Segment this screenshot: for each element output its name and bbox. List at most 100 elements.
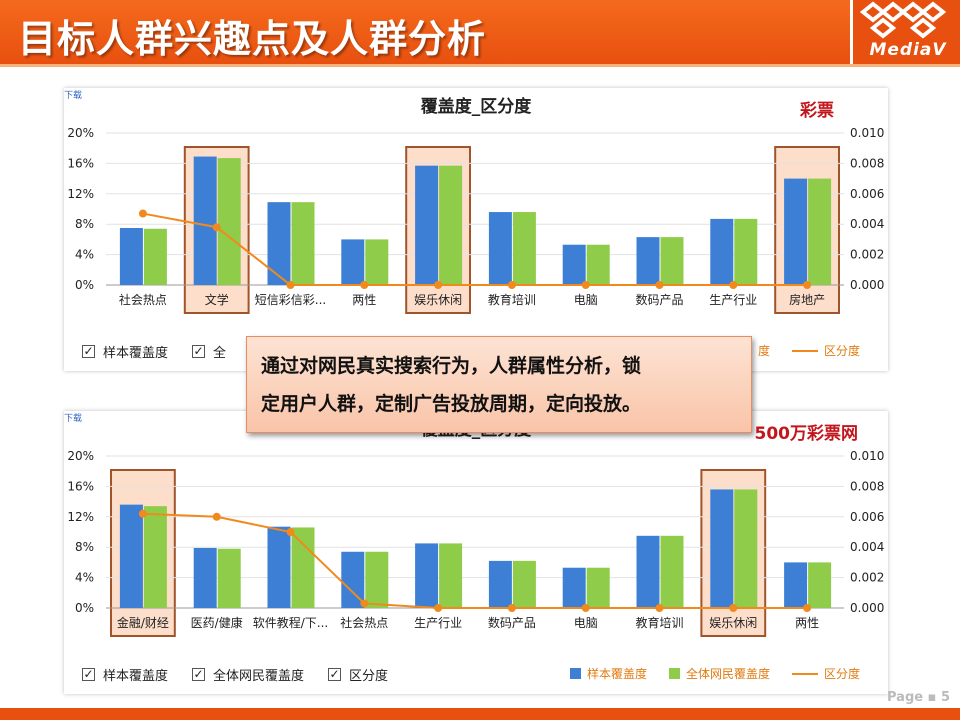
chart-panel-1: 0% 4% 8% 12% 16% 20% 0.000 0.002 0.004 0.006 0.008…	[64, 88, 888, 371]
bar	[784, 562, 808, 608]
line-swatch-icon	[791, 349, 818, 352]
bar	[512, 560, 536, 608]
mediav-logo: MediaV	[850, 0, 960, 64]
distinction-line	[142, 512, 808, 609]
bar	[415, 543, 439, 608]
bar	[291, 202, 315, 285]
bar	[562, 567, 586, 608]
bar	[119, 228, 143, 285]
callout-line-1: 通过对网民真实搜索行为，人群属性分析，锁	[261, 355, 642, 377]
x-tick-label: 文学	[205, 292, 229, 307]
y-left-tick-label: 16%	[67, 156, 94, 170]
x-tick-label: 教育培训	[635, 615, 683, 630]
y-left-tick-label: 20%	[67, 126, 94, 140]
footer-bar	[0, 708, 960, 720]
y-right-tick-label: 0.010	[850, 126, 884, 140]
bar	[365, 239, 389, 285]
y-right-tick-label: 0.006	[850, 187, 884, 201]
checkbox-icon[interactable]: ✓	[82, 667, 95, 681]
legend-color-item: 度	[758, 342, 770, 359]
x-tick-label: 短信彩信彩...	[255, 293, 326, 307]
line-point	[286, 528, 295, 536]
page-title: 目标人群兴趣点及人群分析	[18, 17, 487, 61]
y-left-tick-label: 0%	[75, 278, 94, 292]
legend-label: 区分度	[823, 344, 860, 358]
chart-1-title: 覆盖度_区分度	[420, 97, 532, 117]
bar	[291, 527, 315, 608]
legend-checkbox-item[interactable]: ✓ 样本覆盖度	[82, 342, 168, 361]
download-link[interactable]: 下载	[64, 91, 83, 101]
legend-color-item: 区分度	[791, 665, 860, 682]
bar	[488, 560, 512, 608]
y-right-tick-label: 0.004	[850, 540, 884, 554]
bar	[784, 178, 808, 285]
y-right-tick-label: 0.002	[850, 571, 884, 585]
x-tick-label: 生产行业	[414, 616, 462, 630]
callout-line-2: 定用户人群，定制广告投放周期，定向投放。	[261, 393, 642, 415]
bar	[439, 165, 463, 285]
checkbox-icon[interactable]: ✓	[328, 667, 342, 681]
legend-label: 度	[757, 344, 770, 358]
x-tick-label: 娱乐休闲	[709, 616, 757, 630]
page-value: 5	[940, 690, 950, 705]
bar	[341, 239, 365, 285]
line-point	[212, 223, 221, 232]
download-link[interactable]: 下载	[64, 414, 83, 424]
y-right-tick-label: 0.002	[850, 248, 884, 262]
legend-label: 区分度	[349, 669, 389, 684]
bar	[586, 244, 610, 285]
bar	[267, 526, 291, 608]
legend-checkbox-item[interactable]: ✓ 样本覆盖度	[82, 665, 168, 684]
checkbox-icon[interactable]: ✓	[82, 344, 95, 358]
bar	[636, 535, 660, 608]
y-right-tick-label: 0.008	[850, 156, 884, 170]
bar	[193, 547, 217, 608]
legend-label: 样本覆盖度	[103, 669, 169, 684]
legend-label: 全体网民覆盖度	[213, 669, 305, 684]
chart-1-color-legend: 度 区分度	[758, 342, 860, 359]
x-tick-label: 社会热点	[119, 292, 167, 307]
x-tick-label: 电脑	[574, 293, 598, 307]
x-tick-label: 数码产品	[635, 292, 683, 307]
bar	[734, 218, 758, 285]
line-point	[138, 209, 147, 218]
legend-label: 样本覆盖度	[586, 667, 647, 681]
bar	[341, 551, 365, 608]
legend-label: 区分度	[823, 667, 860, 681]
legend-checkbox-item[interactable]: ✓ 全体网民覆盖度	[192, 665, 304, 684]
y-left-tick-label: 0%	[75, 601, 94, 615]
bar	[636, 237, 660, 285]
chart-1-tag: 彩票	[800, 101, 834, 121]
x-tick-label: 软件教程/下...	[253, 615, 329, 630]
x-tick-label: 金融/财经	[117, 615, 169, 630]
bar	[586, 567, 610, 608]
page-number: Page ▪ 5	[887, 690, 950, 705]
legend-checkbox-item[interactable]: ✓ 全	[192, 342, 226, 361]
bar	[267, 202, 291, 285]
bar	[119, 504, 143, 608]
legend-checkbox-item[interactable]: ✓ 区分度	[328, 665, 388, 684]
chart-1-checkbox-legend: ✓ 样本覆盖度 ✓ 全	[82, 342, 226, 361]
bar	[365, 551, 389, 608]
line-point	[655, 281, 664, 289]
line-point	[434, 281, 443, 289]
chart-panel-2: 0% 4% 8% 12% 16% 20% 0.000 0.002 0.004 0.006 0.008…	[64, 411, 888, 694]
checkbox-icon[interactable]: ✓	[192, 667, 206, 681]
y-left-tick-label: 8%	[75, 540, 94, 554]
y-right-tick-label: 0.000	[850, 278, 884, 292]
checkbox-icon[interactable]: ✓	[192, 344, 206, 358]
y-left-tick-label: 4%	[75, 248, 94, 262]
bar	[143, 228, 167, 285]
legend-color-item: 区分度	[791, 342, 860, 359]
bar	[808, 562, 832, 608]
line-point	[360, 281, 369, 289]
chart-2-svg: 0% 4% 8% 12% 16% 20% 0.000 0.002 0.004 0.006 0.008…	[67, 449, 884, 637]
y-left-tick-label: 12%	[67, 187, 94, 201]
line-point	[212, 512, 221, 521]
legend-label: 样本覆盖度	[103, 346, 169, 361]
header-rule	[0, 64, 960, 67]
bar	[217, 158, 241, 285]
y-right-tick-label: 0.006	[850, 510, 884, 524]
x-tick-label: 房地产	[789, 292, 825, 307]
x-tick-label: 社会热点	[340, 615, 388, 630]
